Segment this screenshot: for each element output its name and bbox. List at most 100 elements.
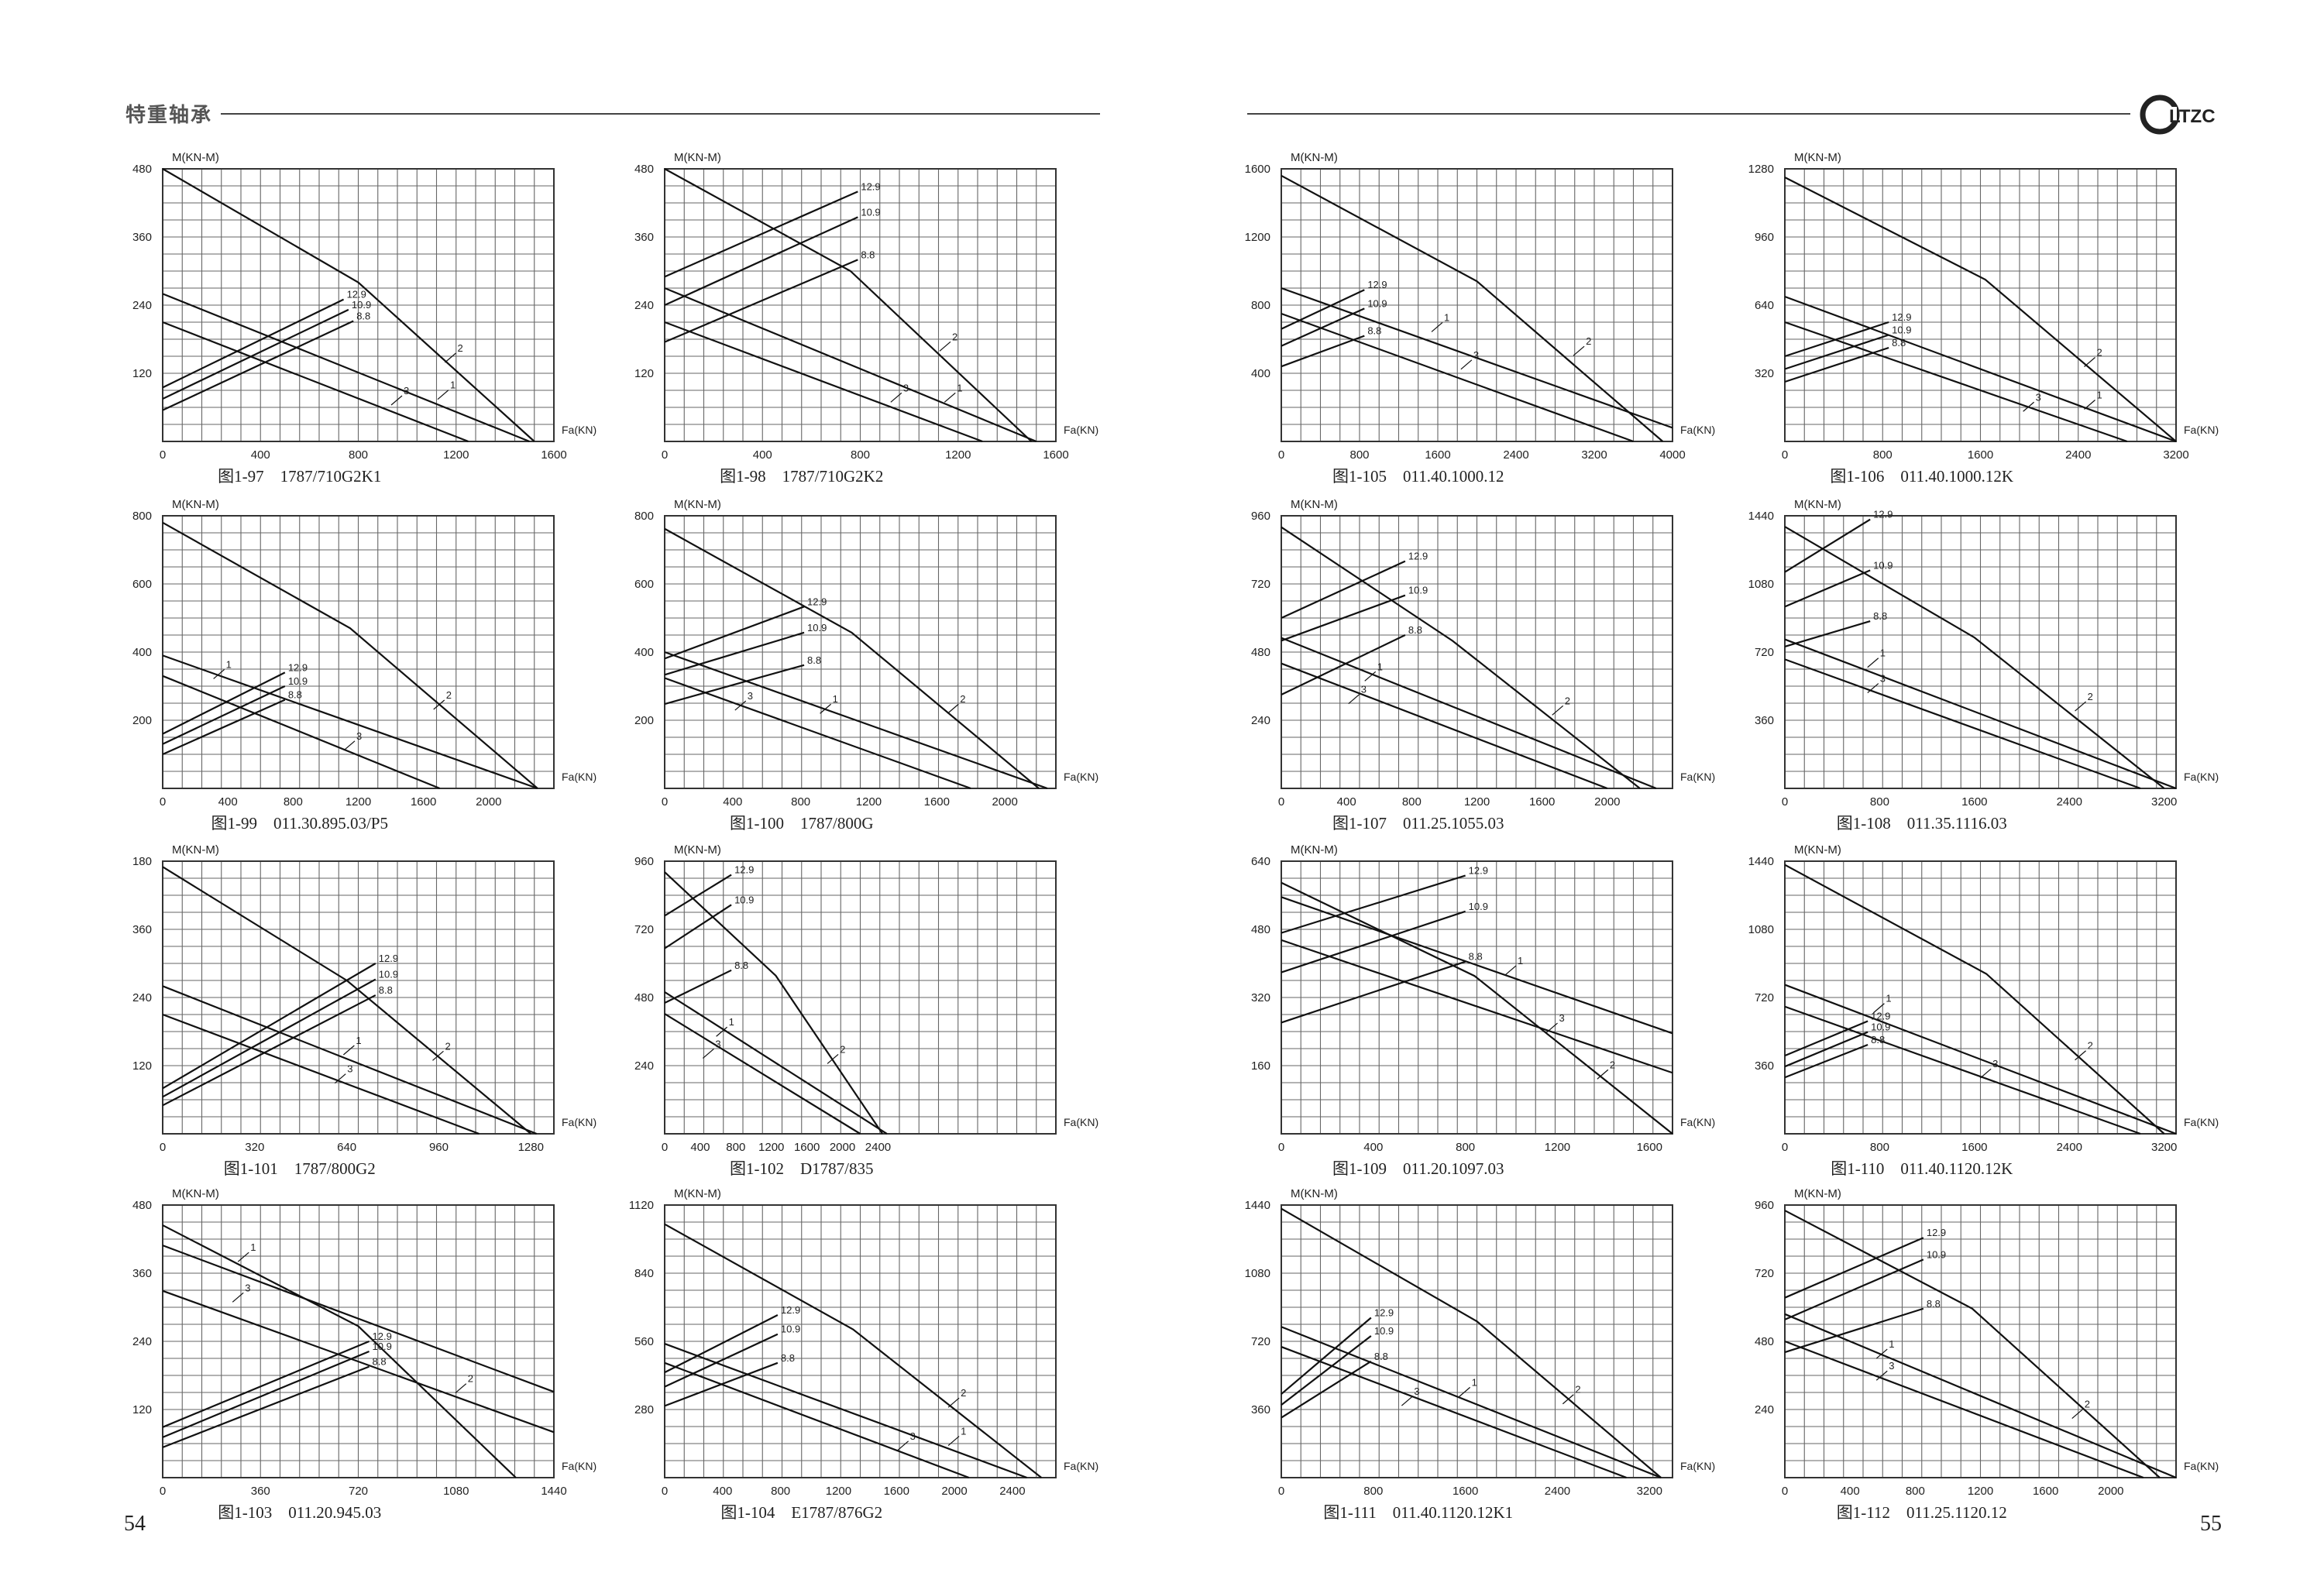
series-line-8-8 [664, 1361, 779, 1407]
x-axis-label: Fa(KN) [1680, 424, 1715, 436]
x-tick-label: 800 [1402, 795, 1422, 809]
y-tick-label: 720 [634, 923, 654, 936]
series-label: 10.9 [1892, 324, 1911, 336]
series-line-10-9 [1784, 1031, 1868, 1068]
chart-caption: 图1-101 1787/800G2 [224, 1159, 376, 1178]
series-line-8-8 [1784, 1307, 1924, 1354]
chart-caption: 图1-110 011.40.1120.12K [1831, 1159, 2013, 1178]
y-tick-label: 360 [132, 231, 152, 244]
x-tick-label: 640 [337, 1141, 356, 1154]
series-label: 3 [245, 1282, 250, 1293]
x-tick-label: 400 [713, 1485, 732, 1498]
series-label: 12.9 [1367, 279, 1387, 290]
x-tick-label: 0 [1278, 448, 1284, 462]
chart-grid [664, 515, 1057, 789]
series-line-12-9 [162, 963, 376, 1090]
series-line-1 [162, 985, 538, 1135]
x-tick-label: 2000 [992, 795, 1017, 809]
series-label: 1 [356, 1035, 361, 1046]
y-tick-label: 1440 [1748, 510, 1774, 523]
x-tick-label: 800 [1906, 1485, 1925, 1498]
series-label: 8.8 [379, 984, 393, 996]
series-line-12-9 [1281, 1317, 1372, 1395]
x-axis-label: Fa(KN) [2184, 1116, 2219, 1128]
x-axis-label: Fa(KN) [1064, 1116, 1098, 1128]
x-tick-label: 0 [1278, 795, 1284, 809]
x-tick-label: 320 [245, 1141, 264, 1154]
chart-caption: 图1-103 011.20.945.03 [218, 1503, 381, 1522]
series-label: 12.9 [1408, 551, 1428, 562]
x-tick-label: 0 [1782, 795, 1788, 809]
series-label: 3 [715, 1038, 720, 1049]
y-tick-label: 1280 [1748, 163, 1774, 176]
series-label: 8.8 [1469, 951, 1483, 963]
chart-caption: 图1-109 011.20.1097.03 [1332, 1159, 1504, 1178]
chart-frame [664, 1204, 1057, 1478]
series-line-8-8 [1281, 1360, 1372, 1419]
y-tick-label: 280 [634, 1403, 654, 1416]
series-line-10-9 [1281, 1335, 1372, 1406]
series-line-8-8 [1281, 634, 1406, 695]
header-rule-left [221, 113, 1100, 115]
series-label: 2 [2097, 347, 2102, 359]
chart-caption: 图1-111 011.40.1120.12K1 [1323, 1503, 1513, 1522]
series-line-1 [664, 991, 888, 1135]
y-tick-label: 960 [1251, 510, 1270, 523]
series-line-10-9 [664, 1333, 779, 1388]
series-label: 1 [450, 379, 456, 391]
y-tick-label: 1120 [629, 1199, 654, 1212]
x-tick-label: 400 [1337, 795, 1356, 809]
y-axis-label: M(KN-M) [674, 1187, 721, 1200]
x-tick-label: 1440 [541, 1485, 566, 1498]
series-label: 2 [1565, 695, 1570, 706]
series-line-2 [1784, 177, 2177, 442]
y-tick-label: 320 [1755, 367, 1774, 380]
x-axis-label: Fa(KN) [562, 1460, 596, 1472]
series-label: 8.8 [1892, 337, 1906, 349]
series-label: 2 [1575, 1384, 1580, 1396]
x-tick-label: 0 [1782, 1141, 1788, 1154]
x-tick-label: 1600 [541, 448, 566, 462]
y-tick-label: 240 [1251, 714, 1270, 727]
series-line-8-8 [1784, 620, 1871, 648]
x-tick-label: 1600 [411, 795, 436, 809]
x-tick-label: 3200 [2163, 448, 2188, 462]
series-label: 2 [445, 1040, 450, 1052]
chart-frame [162, 515, 555, 789]
series-label: 3 [1361, 684, 1367, 695]
y-tick-label: 560 [634, 1335, 654, 1348]
chart-grid [1784, 1204, 2177, 1478]
series-label: 2 [1586, 335, 1591, 347]
chart-111: M(KN-M) Fa(KN) 0 800 1600 2400 3200 360 720 1080 1… [1245, 1187, 1716, 1522]
y-axis-label: M(KN-M) [1291, 843, 1338, 857]
y-axis-label: M(KN-M) [674, 151, 721, 164]
y-tick-label: 720 [1251, 1335, 1270, 1348]
series-label: 12.9 [1927, 1227, 1946, 1238]
series-label: 8.8 [807, 654, 821, 666]
x-axis-label: Fa(KN) [1064, 771, 1098, 783]
x-axis-label: Fa(KN) [1064, 1460, 1098, 1472]
y-tick-label: 200 [634, 714, 654, 727]
chart-98: M(KN-M) Fa(KN) 0 400 800 1200 1600 120 240 360 480… [634, 151, 1098, 486]
series-line-10-9 [664, 216, 858, 307]
chart-99: M(KN-M) Fa(KN) 0 400 800 1200 1600 2000 200 400 60… [132, 498, 596, 833]
series-line-1 [1281, 637, 1657, 790]
series-line-12-9 [664, 874, 732, 917]
y-tick-label: 320 [1251, 991, 1270, 1004]
series-label: 10.9 [1374, 1325, 1394, 1337]
x-tick-label: 800 [1363, 1485, 1383, 1498]
series-line-8-8 [1281, 335, 1365, 368]
series-label: 1 [1472, 1376, 1477, 1388]
series-label: 3 [1414, 1385, 1419, 1397]
series-label: 3 [347, 1063, 352, 1075]
series-line-10-9 [1784, 1258, 1924, 1320]
x-tick-label: 0 [1278, 1485, 1284, 1498]
series-line-1 [162, 1245, 555, 1393]
series-line-10-9 [162, 308, 349, 400]
x-tick-label: 2000 [476, 795, 501, 809]
series-label: 3 [1559, 1012, 1565, 1024]
x-tick-label: 400 [753, 448, 772, 462]
chart-grid [664, 860, 1057, 1135]
x-tick-label: 1200 [1968, 1485, 1993, 1498]
x-tick-label: 0 [662, 1485, 668, 1498]
